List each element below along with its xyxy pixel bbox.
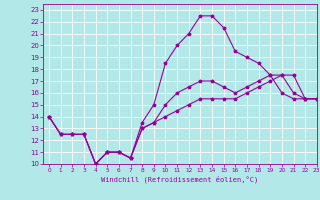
X-axis label: Windchill (Refroidissement éolien,°C): Windchill (Refroidissement éolien,°C) xyxy=(101,176,259,183)
